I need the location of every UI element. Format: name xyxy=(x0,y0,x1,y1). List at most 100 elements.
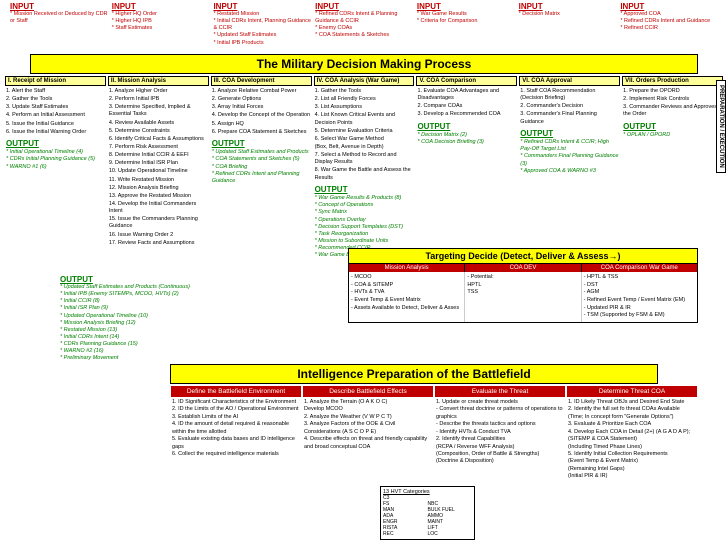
phase-step: (Box, Belt, Avenue in Depth) xyxy=(315,144,414,151)
phase-step: 3. Commander Reviews and Approves the Or… xyxy=(623,104,722,118)
phase-headers-row: I. Receipt of MissionII. Mission Analysi… xyxy=(4,76,724,86)
output-item: * CDRs Planning Guidance (15) xyxy=(60,341,240,348)
input-block-6: INPUT * Approved COA * Refined CDRs Inte… xyxy=(618,2,720,52)
targeting-header: COA Comparison War Game xyxy=(582,264,697,272)
ipb-column: 1. Analyze the Terrain (O A K O C) Devel… xyxy=(302,397,434,483)
input-block-4: INPUT * War Game Results * Criteria for … xyxy=(415,2,517,52)
hvt-cell: REC xyxy=(383,531,428,537)
phase-step: 3. Commander's Final Planning Guidance xyxy=(520,111,619,125)
ipb-header: Evaluate the Threat xyxy=(435,386,565,397)
ipb-item: - Describe the threats tactics and optio… xyxy=(436,421,564,428)
ipb-header: Determine Threat COA xyxy=(567,386,697,397)
phase-step: 5. Determine Constraints xyxy=(109,128,208,135)
phase-step: 2. Gather the Tools xyxy=(6,96,105,103)
output-item: * Updated Staff Estimates and Products xyxy=(212,149,311,156)
targeting-header: COA DEV xyxy=(465,264,581,272)
ipb-item: 1. ID Significant Characteristics of the… xyxy=(172,399,300,406)
output-item: * Refined CDRs Intent & CCIR; High Pay-O… xyxy=(520,139,619,153)
ipb-item: 3. Establish Limits of the AI xyxy=(172,414,300,421)
phase-step: 9. Determine Initial ISR Plan xyxy=(109,160,208,167)
input-title: INPUT xyxy=(213,2,311,11)
phase-step: 3. Update Staff Estimates xyxy=(6,104,105,111)
phase-step: 1. Gather the Tools xyxy=(315,88,414,95)
ipb-item: 2. Analyze the Weather (V W P C T) xyxy=(304,414,432,421)
phase-step: 8. Determine Initial CCIR & EEFI xyxy=(109,152,208,159)
targeting-item: - TSM (Supported by FSM & EM) xyxy=(584,312,695,320)
phase-step: 14. Develop the Initial Commanders Inten… xyxy=(109,201,208,215)
output-item: * OPLAN / OPORD xyxy=(623,132,722,139)
ipb-item: 5. Evaluate existing data bases and ID i… xyxy=(172,436,300,451)
input-item: * Initial CDRs Intent, Planning Guidance… xyxy=(213,18,311,32)
output-item: * Updated Operational Timeline (10) xyxy=(60,313,240,320)
input-block-2: INPUT * Restated Mission * Initial CDRs … xyxy=(211,2,313,52)
phase-step: 2. Perform Initial IPB xyxy=(109,96,208,103)
ipb-item: (Remaining Intel Gaps) xyxy=(568,466,696,473)
targeting-item: - HPTL & TSS xyxy=(584,274,695,282)
ipb-item: 2. Identify threat Capabilities xyxy=(436,436,564,443)
phase-column: 1. Prepare the OPORD2. Implement Risk Co… xyxy=(621,86,724,236)
output-item: * Commanders Final Planning Guidance (3) xyxy=(520,153,619,167)
phase-header: VI. COA Approval xyxy=(519,76,620,86)
input-item: * Staff Estimates xyxy=(112,25,210,32)
ipb-section: Intelligence Preparation of the Battlefi… xyxy=(30,364,698,483)
ipb-item: 5. Identify Initial Collection Requireme… xyxy=(568,451,696,458)
input-item: * Criteria for Comparison xyxy=(417,18,515,25)
ipb-item: 1. Update or create threat models xyxy=(436,399,564,406)
input-item: * Updated Staff Estimates xyxy=(213,32,311,39)
input-item: * Decision Matrix xyxy=(519,11,617,18)
targeting-item: - Refined Event Temp / Event Matrix (EM) xyxy=(584,297,695,305)
ipb-item: 1. Analyze the Terrain (O A K O C) xyxy=(304,399,432,406)
phase-step: 2. List all Friendly Forces xyxy=(315,96,414,103)
phase-content-row: 1. Alert the Staff2. Gather the Tools3. … xyxy=(4,86,724,236)
phase-step: 7. Select a Method to Record and Display… xyxy=(315,152,414,166)
input-title: INPUT xyxy=(519,2,617,11)
main-title: The Military Decision Making Process xyxy=(30,54,698,74)
phase-step: 8. War Game the Battle and Assess the Re… xyxy=(315,167,414,181)
output-item: * Initial IPB (Enemy SITEMPs, MCOO, HVTs… xyxy=(60,291,240,298)
phase-step: 1. Prepare the OPORD xyxy=(623,88,722,95)
targeting-item: - Event Temp & Event Matrix xyxy=(351,297,462,305)
phase-step: 5. Determine Evaluation Criteria xyxy=(315,128,414,135)
phase-step: 7. Perform Risk Assessment xyxy=(109,144,208,151)
phase-column: 1. Evaluate COA Advantages and Disadvant… xyxy=(415,86,518,236)
output-label: OUTPUT xyxy=(60,275,240,284)
ipb-column: 1. Update or create threat models - Conv… xyxy=(434,397,566,483)
phase-step: 4. Review Available Assets xyxy=(109,120,208,127)
phase-step: 6. Issue the Initial Warning Order xyxy=(6,129,105,136)
output-item: * Approved COA & WARNO #3 xyxy=(520,168,619,175)
ipb-item: - Identify HVTs & Conduct TVA xyxy=(436,429,564,436)
input-item: * Mission Received or Deduced by CDR or … xyxy=(10,11,108,25)
ipb-header: Define the Battlefield Environment xyxy=(171,386,301,397)
output-item: * Initial Operational Timeline (4) xyxy=(6,149,105,156)
bottom-output-block: OUTPUT * Updated Staff Estimates and Pro… xyxy=(60,272,240,363)
side-label: PREPARATION / EXECUTION xyxy=(716,80,726,173)
output-item: * CDRs Initial Planning Guidance (5) xyxy=(6,156,105,163)
input-block-3: INPUT * Refined CDRs Intent & Planning G… xyxy=(313,2,415,52)
phase-step: 6. Identify Critical Facts & Assumptions xyxy=(109,136,208,143)
phase-step: 1. Analyze Relative Combat Power xyxy=(212,88,311,95)
phase-step: 6. Select War Game Method xyxy=(315,136,414,143)
input-title: INPUT xyxy=(315,2,413,11)
ipb-item: 3. Analyze Factors of the OOE & Civil Co… xyxy=(304,421,432,436)
phase-step: 16. Issue Warning Order 2 xyxy=(109,232,208,239)
output-item: * WARNO #1 (6) xyxy=(6,164,105,171)
output-item: * Sync Matrix xyxy=(315,209,414,216)
ipb-header: Describe Battlefield Effects xyxy=(303,386,433,397)
phase-step: 15. Issue the Commanders Planning Guidan… xyxy=(109,216,208,230)
top-inputs-row: INPUT * Mission Received or Deduced by C… xyxy=(0,0,728,52)
output-item: * Restated Mission (13) xyxy=(60,327,240,334)
hvt-row: RECLOC xyxy=(383,531,472,537)
targeting-item: - AGM xyxy=(584,289,695,297)
input-title: INPUT xyxy=(112,2,210,11)
phase-step: 3. Determine Specified, Implied & Essent… xyxy=(109,104,208,118)
phase-step: 4. List Known Critical Events and Decisi… xyxy=(315,112,414,126)
targeting-item: HPTL xyxy=(467,282,578,290)
phase-column: 1. Analyze Relative Combat Power2. Gener… xyxy=(210,86,313,236)
input-title: INPUT xyxy=(10,2,108,11)
phase-header: I. Receipt of Mission xyxy=(5,76,106,86)
output-label: OUTPUT xyxy=(520,129,619,139)
ipb-item: 4. ID the amount of detail required & re… xyxy=(172,421,300,436)
output-item: * COA Statements and Sketches (5) xyxy=(212,156,311,163)
ipb-item: (RCPA / Reverse WFF Analysis) xyxy=(436,444,564,451)
input-item: * Refined CDRs Intent and Guidance xyxy=(620,18,718,25)
